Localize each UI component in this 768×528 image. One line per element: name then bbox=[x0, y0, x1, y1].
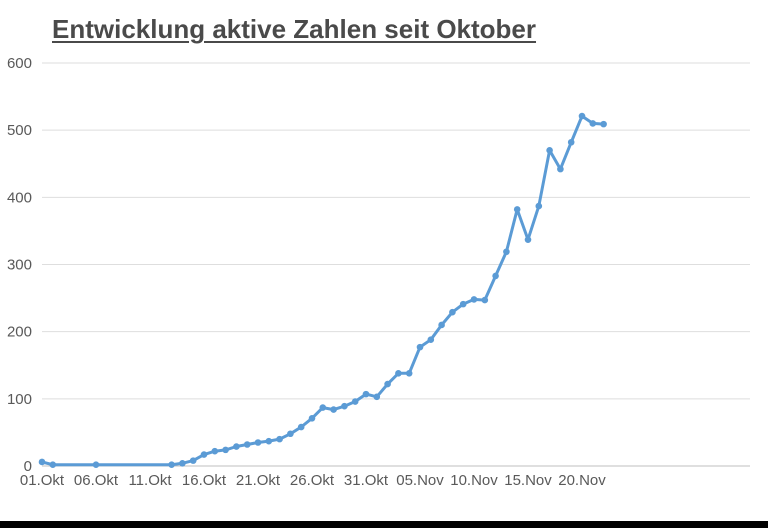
x-tick-label: 31.Okt bbox=[344, 472, 389, 489]
data-point bbox=[38, 458, 46, 466]
y-tick-label: 600 bbox=[7, 55, 32, 72]
x-tick-label: 20.Nov bbox=[558, 472, 606, 489]
x-tick-label: 11.Okt bbox=[128, 472, 172, 489]
data-point bbox=[449, 308, 456, 316]
x-tick-label: 01.Okt bbox=[20, 472, 65, 489]
data-point bbox=[492, 272, 499, 280]
data-point bbox=[405, 370, 413, 377]
y-tick-label: 0 bbox=[24, 458, 32, 475]
data-point bbox=[578, 112, 586, 120]
data-point bbox=[168, 461, 175, 468]
gridlines bbox=[42, 62, 750, 467]
y-tick-label: 400 bbox=[7, 189, 32, 206]
data-point bbox=[189, 457, 197, 464]
data-point bbox=[308, 415, 316, 422]
data-point bbox=[243, 441, 251, 448]
y-tick-label: 200 bbox=[7, 324, 32, 341]
x-tick-label: 05.Nov bbox=[396, 472, 444, 489]
data-point bbox=[341, 402, 348, 410]
data-point bbox=[557, 165, 564, 173]
x-tick-label: 26.Okt bbox=[290, 472, 335, 489]
data-point bbox=[179, 460, 186, 467]
data-point bbox=[49, 461, 57, 468]
x-tick-label: 15.Nov bbox=[504, 472, 552, 489]
series-line bbox=[40, 114, 606, 467]
data-point bbox=[395, 370, 402, 377]
data-point bbox=[600, 120, 607, 128]
data-point bbox=[438, 321, 445, 329]
chart-title: Entwicklung aktive Zahlen seit Oktober bbox=[52, 14, 537, 44]
data-point bbox=[351, 398, 359, 405]
data-point bbox=[319, 404, 327, 411]
data-point bbox=[513, 206, 521, 213]
x-tick-label: 21.Okt bbox=[236, 472, 281, 489]
series-line-group bbox=[40, 114, 606, 467]
x-axis-ticks: 01.Okt 06.Okt 11.Okt 16.Okt 21.Okt 26.Okt 31.O… bbox=[20, 472, 606, 489]
data-point bbox=[200, 451, 208, 458]
data-point bbox=[524, 236, 532, 243]
data-point bbox=[503, 248, 510, 256]
y-tick-label: 500 bbox=[7, 122, 32, 139]
data-point bbox=[459, 300, 467, 308]
data-point bbox=[567, 138, 575, 146]
y-axis-ticks: 0 100 200 300 400 500 600 bbox=[7, 55, 32, 475]
data-point bbox=[427, 336, 435, 344]
data-point bbox=[297, 423, 305, 431]
data-point bbox=[265, 437, 273, 445]
data-point bbox=[384, 380, 391, 388]
data-point bbox=[276, 435, 283, 443]
data-point bbox=[470, 296, 478, 303]
data-point bbox=[373, 393, 381, 401]
y-tick-label: 300 bbox=[7, 257, 32, 274]
data-point bbox=[589, 120, 597, 127]
x-tick-label: 10.Nov bbox=[450, 472, 498, 489]
data-point bbox=[416, 343, 424, 351]
x-tick-label: 06.Okt bbox=[74, 472, 119, 489]
data-point bbox=[287, 430, 294, 438]
data-points bbox=[38, 112, 607, 468]
data-point bbox=[233, 443, 240, 450]
data-point bbox=[330, 406, 337, 413]
data-point bbox=[254, 439, 262, 446]
y-tick-label: 100 bbox=[7, 391, 32, 408]
data-point bbox=[92, 461, 100, 468]
data-point bbox=[222, 446, 229, 454]
data-point bbox=[211, 447, 219, 455]
x-tick-label: 16.Okt bbox=[182, 472, 227, 489]
data-point bbox=[481, 296, 489, 304]
data-point bbox=[362, 390, 370, 398]
data-point bbox=[546, 147, 553, 154]
bottom-border bbox=[0, 521, 768, 528]
data-point bbox=[535, 202, 543, 210]
